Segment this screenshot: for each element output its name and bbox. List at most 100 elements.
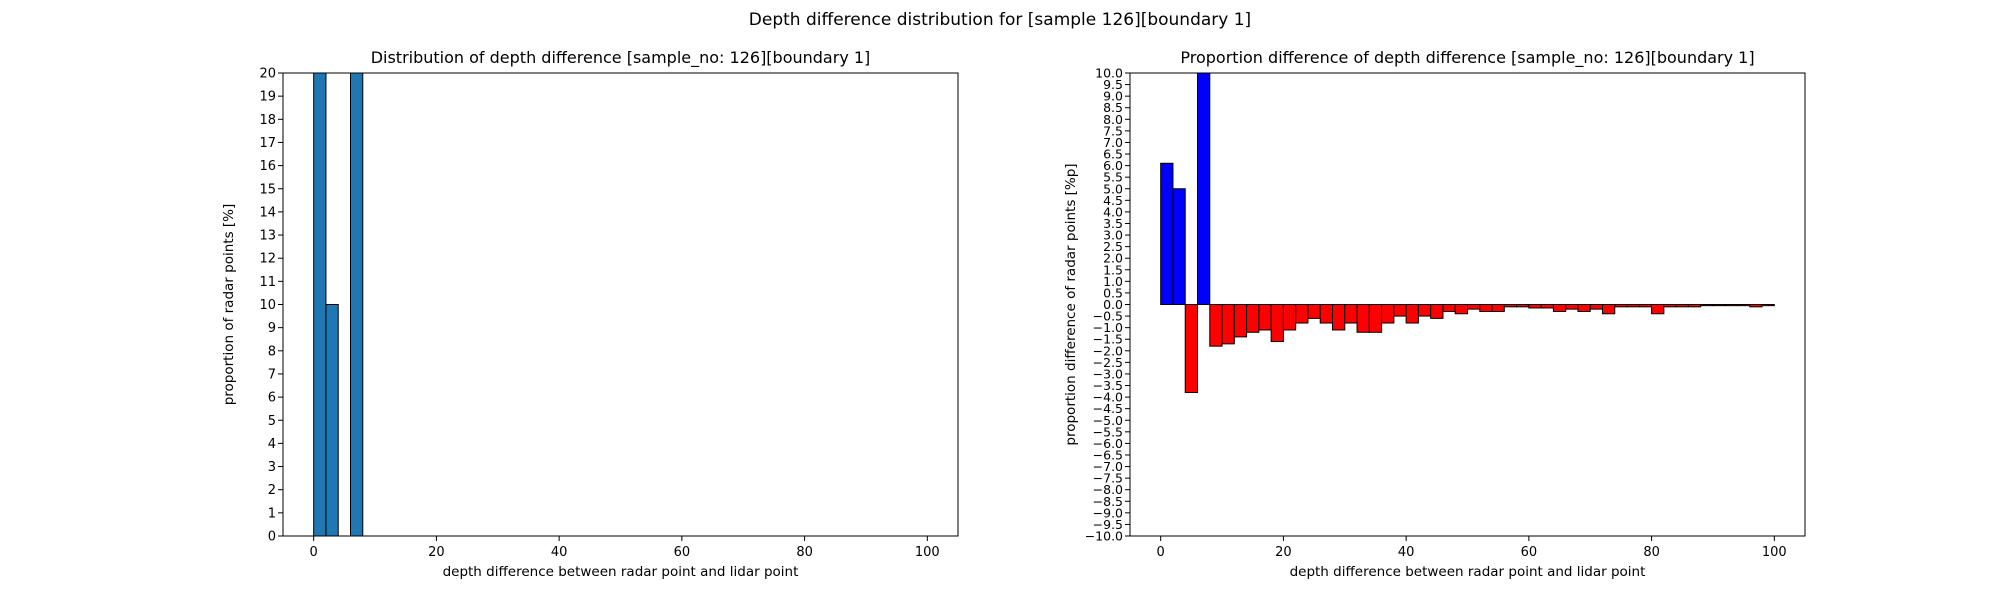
chart2-bar [1687, 304, 1702, 308]
chart2-bar [1307, 304, 1321, 319]
chart1-y-tick-label: 10 [259, 298, 276, 313]
chart2-bar [1356, 304, 1370, 333]
figure-title: Depth difference distribution for [sampl… [748, 10, 1252, 30]
chart2-bar [1258, 304, 1272, 331]
chart2-x-tick-label: 100 [1762, 545, 1787, 560]
chart2-y-tick-label: 8.0 [1103, 112, 1123, 127]
chart2-bar [1614, 304, 1628, 308]
chart2-bar [1417, 304, 1432, 317]
chart2-y-tick-label: −5.5 [1093, 424, 1123, 439]
chart2-y-tick-label: 2.0 [1103, 251, 1123, 266]
chart2-y-tick-label: −4.0 [1093, 390, 1123, 405]
chart2-y-tick-label: −1.5 [1093, 332, 1123, 347]
chart2-bar [1454, 304, 1469, 315]
chart2-y-tick-label: −9.5 [1093, 517, 1123, 532]
chart1-y-tick-label: 1 [268, 506, 276, 521]
chart1-y-tick-label: 13 [259, 229, 276, 244]
chart2-bar [1700, 304, 1714, 307]
chart2-bar [1442, 304, 1456, 312]
chart1-y-tick-label: 0 [268, 530, 276, 545]
chart2-bar [1540, 304, 1554, 309]
chart1-x-tick-label: 80 [796, 545, 813, 560]
chart1-y-tick-label: 15 [259, 182, 276, 197]
chart2-y-tick-label: −0.5 [1093, 309, 1123, 324]
chart2-y-tick-label: −5.0 [1093, 413, 1123, 428]
chart2-bar [1184, 304, 1199, 393]
chart2-bar [1233, 304, 1248, 338]
chart2-bar [1479, 304, 1493, 312]
chart2-bar [1197, 72, 1211, 305]
chart2-y-tick-label: 2.5 [1103, 239, 1123, 254]
chart2-bar [1651, 304, 1665, 315]
chart2-y-tick-label: −3.0 [1093, 366, 1123, 381]
chart2-y-tick-label: 1.5 [1103, 262, 1123, 277]
chart1-y-tick-label: 12 [259, 252, 276, 267]
chart2-bar [1503, 304, 1518, 308]
chart2-y-tick-label: 9.5 [1103, 77, 1123, 92]
chart2-bar [1761, 304, 1775, 307]
chart2-y-tick-label: 6.0 [1103, 158, 1123, 173]
chart1-y-tick-label: 8 [268, 344, 276, 359]
chart2-bar [1565, 304, 1579, 310]
chart2-bar [1430, 304, 1444, 319]
chart2-y-tick-label: 1.0 [1103, 274, 1123, 289]
chart2-y-tick-label: 5.5 [1103, 170, 1123, 185]
chart1-bar [325, 304, 339, 537]
chart2-y-tick-label: 0.5 [1103, 285, 1123, 300]
chart2-bar [1467, 304, 1481, 310]
chart2-y-tick-label: 9.0 [1103, 89, 1123, 104]
chart1-bar [350, 72, 364, 537]
chart2-bar [1332, 304, 1346, 331]
chart1-y-tick-label: 7 [268, 367, 276, 382]
chart1-y-tick-label: 19 [259, 90, 276, 105]
chart2-y-tick-label: −4.5 [1093, 401, 1123, 416]
chart2-bar [1393, 304, 1407, 317]
chart2-y-tick-label: −1.0 [1093, 320, 1123, 335]
chart2-y-tick-label: −2.0 [1093, 343, 1123, 358]
chart2-x-tick-label: 0 [1157, 545, 1165, 560]
chart2-y-tick-label: −6.5 [1093, 447, 1123, 462]
chart2: 0 20 40 60 80 100 −10.0−9.5−9.0−8.5−8.0−7.5−7.… [1063, 48, 1806, 580]
chart2-y-tick-label: −2.5 [1093, 355, 1123, 370]
chart2-bar [1160, 162, 1174, 305]
chart2-bar [1602, 304, 1616, 315]
chart1-title: Distribution of depth difference [sample… [371, 48, 871, 68]
chart2-bar [1528, 304, 1542, 309]
chart2-y-label: proportion difference of radar points [%… [1063, 163, 1079, 445]
chart1-y-tick-label: 20 [259, 67, 276, 82]
chart1-y-tick-label: 5 [268, 414, 276, 429]
chart2-x-label: depth difference between radar point and… [1290, 564, 1646, 580]
chart2-x-tick-label: 20 [1275, 545, 1292, 560]
chart2-bar [1209, 304, 1223, 347]
chart2-bar [1749, 304, 1763, 308]
chart1-y-tick-label: 17 [259, 136, 276, 151]
chart2-bar [1638, 304, 1653, 308]
chart2-bar [1270, 304, 1284, 343]
chart1-x-tick-label: 40 [551, 545, 568, 560]
chart2-bar [1737, 304, 1751, 307]
chart2-y-tick-label: −7.0 [1093, 459, 1123, 474]
chart2-x-tick-label: 80 [1643, 545, 1660, 560]
chart2-y-tick-label: 7.5 [1103, 123, 1123, 138]
chart2-y-tick-label: −10.0 [1085, 529, 1123, 544]
chart2-bar [1724, 304, 1739, 307]
chart2-bar [1221, 304, 1235, 345]
chart2-y-tick-label: 4.0 [1103, 204, 1123, 219]
chart2-y-tick-label: 3.5 [1103, 216, 1123, 231]
chart2-y-tick-label: −9.0 [1093, 505, 1123, 520]
chart1-y-tick-label: 16 [259, 159, 276, 174]
chart1-y-tick-label: 2 [268, 483, 276, 498]
chart1-y-tick-label: 6 [268, 391, 276, 406]
chart2-y-tick-label: −8.0 [1093, 482, 1123, 497]
chart2-y-tick-label: 7.0 [1103, 135, 1123, 150]
chart1-y-tick-label: 14 [259, 205, 276, 220]
chart1-y-tick-label: 9 [268, 321, 276, 336]
chart2-x-tick-label: 60 [1521, 545, 1538, 560]
chart2-bar [1626, 304, 1640, 308]
chart2-bar [1491, 304, 1505, 312]
chart1-y-tick-label: 11 [259, 275, 276, 290]
chart2-y-tick-label: 5.0 [1103, 181, 1123, 196]
chart2-y-tick-label: −3.5 [1093, 378, 1123, 393]
